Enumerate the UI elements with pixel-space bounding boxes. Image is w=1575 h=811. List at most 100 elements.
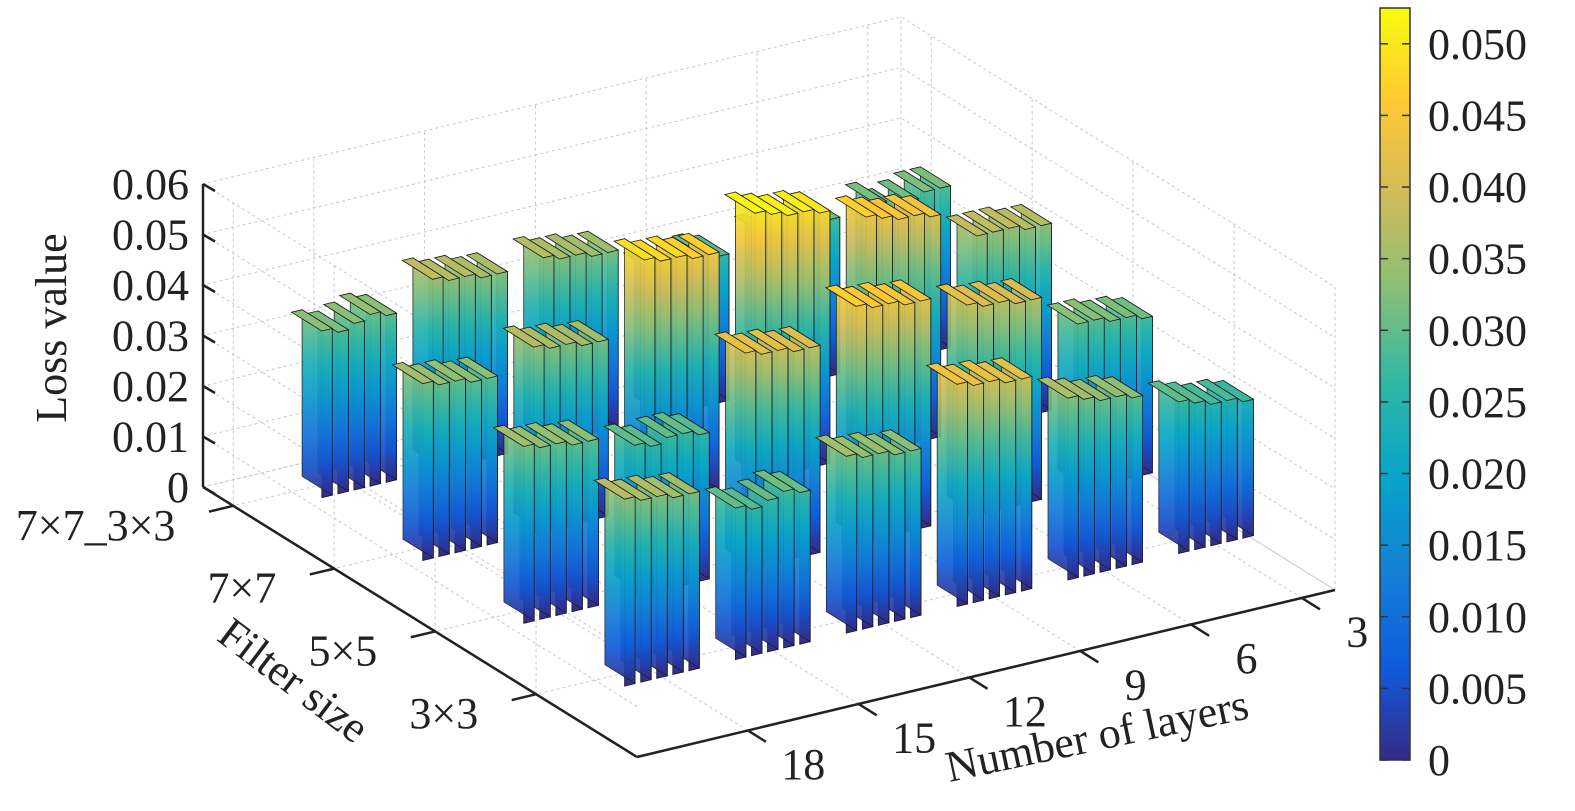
z-tick [202,233,216,243]
colorbar-tick-label: 0.005 [1428,664,1527,713]
bar-side-face [604,477,636,685]
z-tick-label: 0.05 [112,211,189,260]
bar-top-face [524,422,568,445]
bar-top-face [433,254,477,278]
bars [290,166,1255,687]
z-tick-label: 0.02 [112,362,189,411]
colorbar-fill [1379,7,1411,761]
bar-top-face [455,356,499,379]
bar-top-face [1094,295,1138,319]
z-tick-label: 0.01 [112,413,189,462]
colorbar: 0 0.005 0.010 0.015 0.020 0.025 0.030 0.035 0.04… [1379,7,1527,785]
x-tick [968,676,989,690]
colorbar-tick-label: 0.035 [1428,235,1527,284]
z-tick [202,182,216,193]
bar-side-face [715,485,747,658]
bar [1147,379,1191,555]
bar-top-face [834,195,878,218]
x-tick [1190,623,1210,637]
x-axis-label: Number of layers [941,680,1252,792]
z-gridline [201,16,1336,455]
bar-top-face [945,214,989,237]
bar-top-face [1046,302,1090,325]
y-tick [410,630,436,639]
y-axis-line [202,485,638,759]
z-axis-label: Loss value [27,233,76,422]
bar-top-face [713,331,757,354]
bar-top-face [593,477,637,500]
x-axis-line [636,588,1336,759]
bar-top-face [423,359,467,382]
bar-top-face [401,257,445,280]
bar-top-face [613,238,656,261]
bar-top-face [576,230,620,254]
x-tick-label: 18 [781,740,825,789]
bar-top-face [856,281,900,305]
bar-top-face [1147,380,1191,403]
back-wall-edge [202,17,902,488]
bar-top-face [778,326,822,349]
z-tick [202,384,216,395]
bar [1036,376,1080,581]
x-tick-label: 9 [1125,661,1147,710]
bar-top-face [888,279,932,302]
y-tick-label: 5×5 [308,626,377,675]
bar-top-face [879,429,923,452]
bar-side-face [402,361,434,559]
colorbar-tick-label: 0.030 [1428,306,1527,355]
bar-top-face [925,362,969,385]
bar-top-face [882,193,926,217]
x-tick-label: 15 [892,714,936,763]
bar [704,485,747,661]
bar-top-face [999,278,1043,301]
y-tick [511,692,537,702]
bar-top-face [814,434,858,457]
bar-top-face [846,431,890,455]
bar-top-face [961,210,1005,233]
bar-top-face [704,486,747,509]
bar-top-face [512,236,555,259]
x-tick [1301,596,1321,611]
bar-top-face [989,357,1033,380]
bar-top-face [502,325,546,348]
bar-side-face [936,362,968,605]
bar-top-face [736,478,780,501]
bar-top-face [908,166,952,189]
bar-top-face [645,235,689,258]
bar-side-face [301,308,333,496]
colorbar-tick-label: 0.020 [1428,450,1527,499]
bar-top-face [935,283,979,306]
y-tick-label: 3×3 [409,689,478,738]
bar-top-face [566,320,610,343]
bar-top-face [534,322,578,345]
bar [925,362,969,608]
floor-right-edge [900,319,1336,591]
z-tick-label: 0 [167,463,189,512]
z-tick-label: 0.04 [112,261,189,310]
x-tick [857,702,878,717]
colorbar-tick-label: 0.015 [1428,521,1527,570]
bar-top-face [635,415,679,439]
bar-top-face [391,361,435,385]
bar-top-face [977,206,1021,229]
bar-top-face [892,170,936,193]
bar-top-face [752,469,796,492]
colorbar-tick-label: 0 [1428,736,1450,785]
bar-top-face [1009,203,1053,227]
bar-top-face [465,252,509,275]
bar-top-face [492,424,536,447]
bar-top-face [677,232,721,256]
colorbar-tick-label: 0.010 [1428,593,1527,642]
bar-side-face [1047,376,1079,579]
z-tick [202,334,216,344]
bar-top-face [771,190,815,213]
z-tick-label: 0.03 [112,312,189,361]
bar [492,424,536,624]
bar-top-face [322,301,366,324]
y-tick [309,567,335,576]
bar-side-face [503,424,535,622]
x-tick-label: 6 [1235,634,1257,683]
y-tick-label: 7×7 [208,564,277,613]
z-tick-label: 0.06 [112,160,189,209]
